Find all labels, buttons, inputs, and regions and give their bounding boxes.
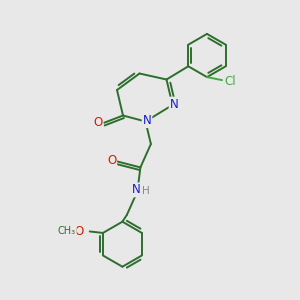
Text: CH₃: CH₃ bbox=[58, 226, 76, 236]
Text: N: N bbox=[169, 98, 178, 111]
Text: O: O bbox=[94, 116, 103, 130]
Text: O: O bbox=[74, 225, 83, 238]
Text: Cl: Cl bbox=[224, 75, 236, 88]
Text: N: N bbox=[142, 114, 152, 127]
Text: N: N bbox=[131, 183, 140, 196]
Text: O: O bbox=[107, 154, 116, 167]
Text: H: H bbox=[142, 186, 150, 196]
